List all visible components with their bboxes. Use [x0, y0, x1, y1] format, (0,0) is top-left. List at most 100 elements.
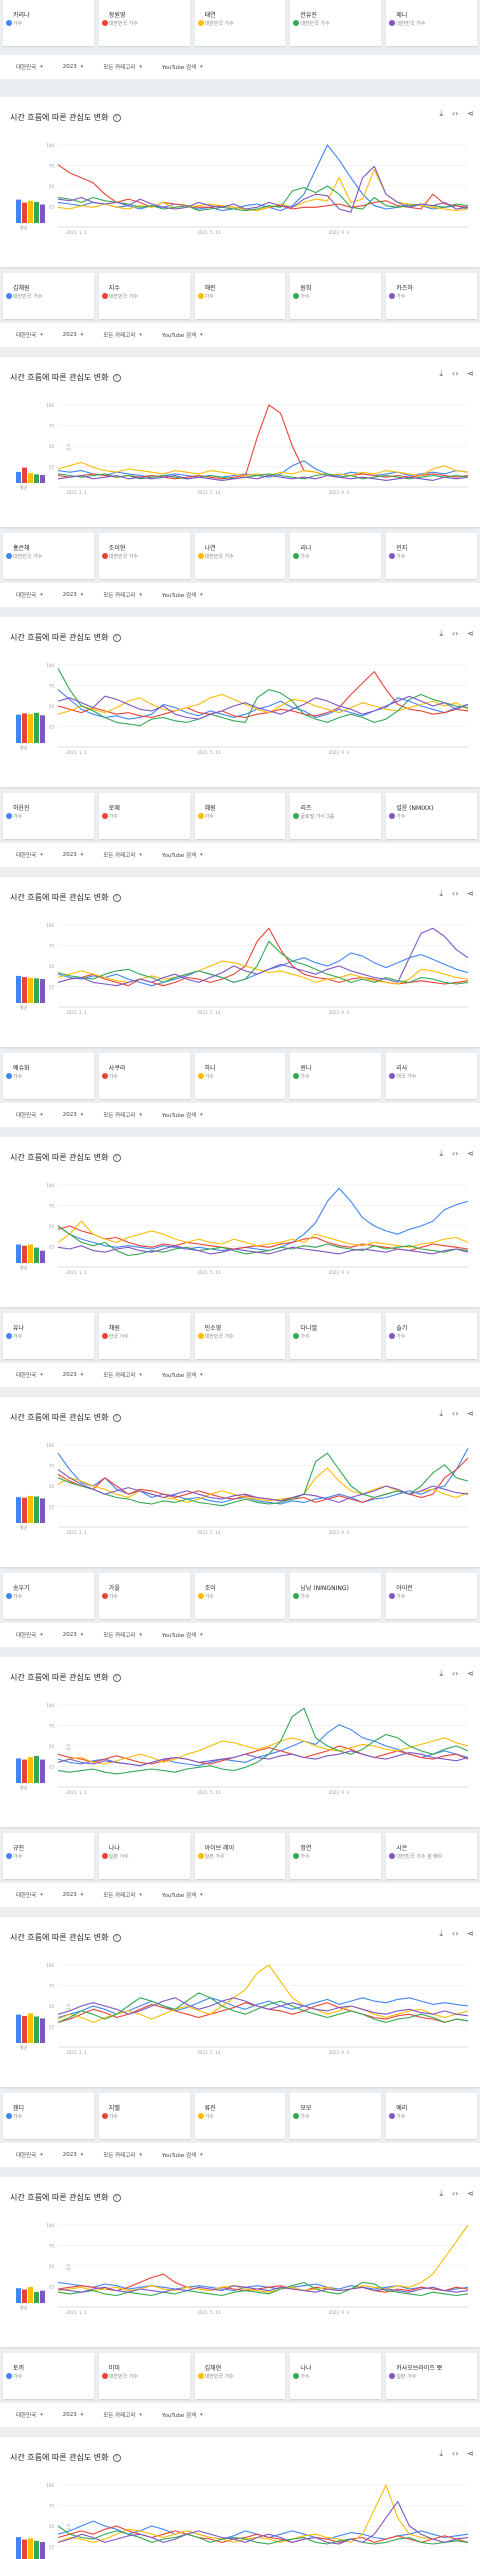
search-term-card[interactable]: 태연 대한민국 가수	[194, 0, 286, 46]
help-icon[interactable]: ?	[112, 113, 121, 122]
search-term-card[interactable]: 해린 가수	[194, 273, 286, 319]
help-icon[interactable]: ?	[112, 2193, 121, 2202]
search-term-card[interactable]: 김채원 대한민국 가수	[3, 273, 94, 319]
filter-dropdown[interactable]: 모든 카테고리 ▾	[97, 587, 148, 603]
download-icon[interactable]: ⤓	[439, 629, 443, 638]
search-term-card[interactable]: 설윤 (NMIXX) 가수	[386, 793, 477, 839]
search-term-card[interactable]: 나나 가수	[290, 2353, 382, 2399]
download-icon[interactable]: ⤓	[439, 889, 443, 898]
download-icon[interactable]: ⤓	[439, 2449, 443, 2458]
filter-dropdown[interactable]: YouTube 검색 ▾	[156, 2147, 209, 2163]
search-term-card[interactable]: 송우기 가수	[3, 1573, 94, 1619]
download-icon[interactable]: ⤓	[439, 1929, 443, 1938]
download-icon[interactable]: ⤓	[439, 369, 443, 378]
filter-dropdown[interactable]: YouTube 검색 ▾	[156, 1107, 209, 1123]
filter-dropdown[interactable]: YouTube 검색 ▾	[156, 1627, 209, 1643]
search-term-card[interactable]: 원희 가수	[290, 273, 382, 319]
filter-dropdown[interactable]: 모든 카테고리 ▾	[97, 1627, 148, 1643]
embed-icon[interactable]: ‹›	[451, 1669, 459, 1678]
filter-dropdown[interactable]: 모든 카테고리 ▾	[97, 59, 148, 75]
search-term-card[interactable]: 조이 가수	[194, 1573, 286, 1619]
filter-dropdown[interactable]: YouTube 검색 ▾	[156, 59, 209, 75]
embed-icon[interactable]: ‹›	[451, 1409, 459, 1418]
filter-dropdown[interactable]: 대한민국 ▾	[10, 1627, 49, 1643]
filter-dropdown[interactable]: 2023 ▾	[57, 1108, 90, 1122]
embed-icon[interactable]: ‹›	[451, 889, 459, 898]
search-term-card[interactable]: 리즈 글로벌 가수그룹	[290, 793, 382, 839]
share-icon[interactable]: ⋖	[467, 2449, 474, 2458]
filter-dropdown[interactable]: 2023 ▾	[57, 1368, 90, 1382]
search-term-card[interactable]: 홍은채 대한민국 가수	[3, 533, 94, 579]
filter-dropdown[interactable]: 모든 카테고리 ▾	[97, 1887, 148, 1903]
search-term-card[interactable]: 카사오브라이즈 뽀 일본 가수	[386, 2353, 477, 2399]
search-term-card[interactable]: 웬디 가수	[3, 2093, 94, 2139]
download-icon[interactable]: ⤓	[439, 1409, 443, 1418]
filter-dropdown[interactable]: YouTube 검색 ▾	[156, 847, 209, 863]
filter-dropdown[interactable]: YouTube 검색 ▾	[156, 587, 209, 603]
search-term-card[interactable]: 슬기 가수	[386, 1313, 477, 1359]
search-term-card[interactable]: 민지 가수	[386, 533, 477, 579]
download-icon[interactable]: ⤓	[439, 1149, 443, 1158]
filter-dropdown[interactable]: 대한민국 ▾	[10, 847, 49, 863]
filter-dropdown[interactable]: 2023 ▾	[57, 588, 90, 602]
embed-icon[interactable]: ‹›	[451, 2189, 459, 2198]
filter-dropdown[interactable]: 대한민국 ▾	[10, 2407, 49, 2423]
filter-dropdown[interactable]: 2023 ▾	[57, 1888, 90, 1902]
share-icon[interactable]: ⋖	[467, 1409, 474, 1418]
download-icon[interactable]: ⤓	[439, 1669, 443, 1678]
filter-dropdown[interactable]: YouTube 검색 ▾	[156, 327, 209, 343]
search-term-card[interactable]: 시은 대한민국 가수 겸 배우	[386, 1833, 477, 1879]
filter-dropdown[interactable]: 모든 카테고리 ▾	[97, 847, 148, 863]
help-icon[interactable]: ?	[112, 1153, 121, 1162]
help-icon[interactable]: ?	[112, 633, 121, 642]
filter-dropdown[interactable]: 대한민국 ▾	[10, 59, 49, 75]
filter-dropdown[interactable]: 대한민국 ▾	[10, 587, 49, 603]
help-icon[interactable]: ?	[112, 1673, 121, 1682]
share-icon[interactable]: ⋖	[467, 1669, 474, 1678]
search-term-card[interactable]: 혜원 가수	[194, 793, 286, 839]
search-term-card[interactable]: 하니 가수	[194, 1053, 286, 1099]
help-icon[interactable]: ?	[112, 893, 121, 902]
search-term-card[interactable]: 류진 가수	[194, 2093, 286, 2139]
search-term-card[interactable]: 가을 가수	[98, 1573, 190, 1619]
share-icon[interactable]: ⋖	[467, 109, 474, 118]
filter-dropdown[interactable]: 2023 ▾	[57, 1628, 90, 1642]
filter-dropdown[interactable]: YouTube 검색 ▾	[156, 1367, 209, 1383]
search-term-card[interactable]: 김채현 대한민국 가수	[194, 2353, 286, 2399]
embed-icon[interactable]: ‹›	[451, 1929, 459, 1938]
share-icon[interactable]: ⋖	[467, 2189, 474, 2198]
download-icon[interactable]: ⤓	[439, 2189, 443, 2198]
search-term-card[interactable]: 예리 가수	[386, 2093, 477, 2139]
search-term-card[interactable]: 민소영 대한민국 가수	[194, 1313, 286, 1359]
search-term-card[interactable]: 아이브 레이 일본 가수	[194, 1833, 286, 1879]
embed-icon[interactable]: ‹›	[451, 629, 459, 638]
help-icon[interactable]: ?	[112, 1413, 121, 1422]
help-icon[interactable]: ?	[112, 2453, 121, 2462]
search-term-card[interactable]: 규진 가수	[3, 1833, 94, 1879]
filter-dropdown[interactable]: 모든 카테고리 ▾	[97, 327, 148, 343]
filter-dropdown[interactable]: 2023 ▾	[57, 2408, 90, 2422]
filter-dropdown[interactable]: 모든 카테고리 ▾	[97, 1107, 148, 1123]
filter-dropdown[interactable]: 대한민국 ▾	[10, 1107, 49, 1123]
embed-icon[interactable]: ‹›	[451, 1149, 459, 1158]
search-term-card[interactable]: 제니 대한민국 가수	[386, 0, 477, 46]
filter-dropdown[interactable]: YouTube 검색 ▾	[156, 2407, 209, 2423]
search-term-card[interactable]: 리나 가수	[290, 533, 382, 579]
search-term-card[interactable]: 닝닝 (NINGNING) 가수	[290, 1573, 382, 1619]
search-term-card[interactable]: 미미 대한민국 가수	[98, 2353, 190, 2399]
filter-dropdown[interactable]: 모든 카테고리 ▾	[97, 2407, 148, 2423]
search-term-card[interactable]: 사쿠라 가수	[98, 1053, 190, 1099]
search-term-card[interactable]: 토끼 가수	[3, 2353, 94, 2399]
search-term-card[interactable]: 지젤 가수	[98, 2093, 190, 2139]
search-term-card[interactable]: 유나 가수	[3, 1313, 94, 1359]
search-term-card[interactable]: 예슈화 가수	[3, 1053, 94, 1099]
filter-dropdown[interactable]: 모든 카테고리 ▾	[97, 2147, 148, 2163]
embed-icon[interactable]: ‹›	[451, 369, 459, 378]
filter-dropdown[interactable]: 대한민국 ▾	[10, 1367, 49, 1383]
filter-dropdown[interactable]: 2023 ▾	[57, 60, 90, 74]
share-icon[interactable]: ⋖	[467, 1149, 474, 1158]
search-term-card[interactable]: 허윤진 가수	[3, 793, 94, 839]
share-icon[interactable]: ⋖	[467, 369, 474, 378]
filter-dropdown[interactable]: 2023 ▾	[57, 848, 90, 862]
embed-icon[interactable]: ‹›	[451, 2449, 459, 2458]
